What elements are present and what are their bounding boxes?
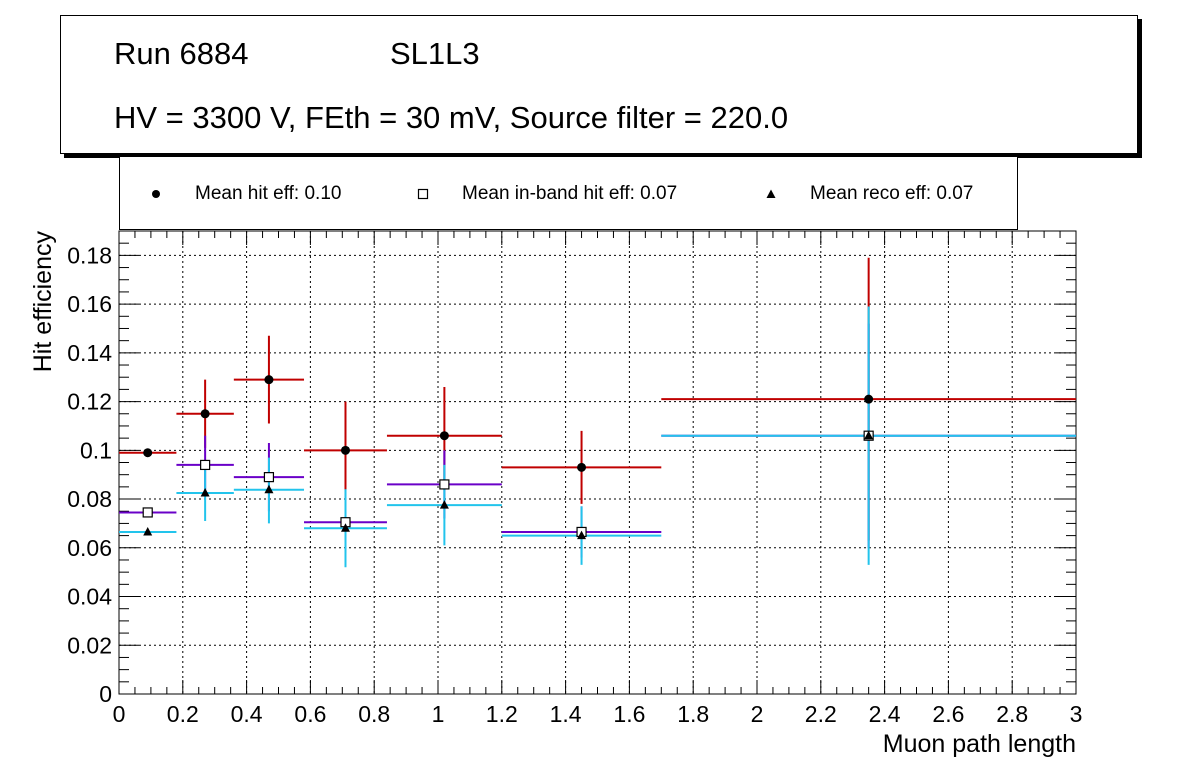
x-tick-label: 2.2 [805,701,837,727]
data-point-triangle [143,526,153,536]
legend-label-inband-eff: Mean in-band hit eff: 0.07 [462,183,678,204]
data-point-circle [340,445,350,455]
plot-frame [118,230,1077,695]
data-point-circle [264,375,274,385]
data-point-triangle [577,530,587,540]
data-point-circle [864,394,874,404]
x-tick-label: 0.6 [294,701,326,727]
data-point-square [142,507,153,518]
data-point-square [439,479,450,490]
x-tick-label: 2.4 [869,701,901,727]
x-tick-label: 2 [751,701,764,727]
y-tick-label: 0.14 [67,340,112,366]
x-tick-label: 0.4 [231,701,263,727]
data-series [119,257,1076,568]
data-point-circle [439,431,449,441]
series-triangle [119,306,1076,568]
conditions-label: HV = 3300 V, FEth = 30 mV, Source filter… [114,100,789,135]
data-point-triangle [864,430,874,440]
x-tick-label: 1.8 [677,701,709,727]
data-point-circle [200,409,210,419]
legend-label-hit-eff: Mean hit eff: 0.10 [195,183,342,204]
run-label: Run 6884 [114,36,249,71]
x-tick-label: 2.6 [932,701,964,727]
y-tick-label: 0.18 [67,242,112,268]
grid-lines [119,231,1076,694]
layer-label: SL1L3 [390,36,480,71]
data-point-triangle [200,487,210,497]
legend-label-reco-eff: Mean reco eff: 0.07 [810,183,974,204]
data-point-triangle [340,523,350,532]
x-tick-label: 1 [432,701,445,727]
y-tick-label: 0 [99,681,112,707]
y-tick-label: 0.02 [67,632,112,658]
data-point-circle [577,462,587,472]
x-tick-label: 0 [113,701,126,727]
legend: Mean hit eff: 0.10 Mean in-band hit eff:… [119,157,1018,230]
x-tick-label: 1.6 [613,701,645,727]
y-axis-label: Hit efficiency [29,231,57,373]
data-point-circle [143,448,153,458]
x-tick-label: 1.4 [550,701,582,727]
series-circle [119,257,1076,541]
data-point-triangle [264,484,274,494]
x-tick-label: 1.2 [486,701,518,727]
y-tick-label: 0.04 [67,584,112,610]
x-tick-label: 3 [1070,701,1083,727]
title-box: Run 6884 SL1L3 HV = 3300 V, FEth = 30 mV… [60,15,1138,154]
filled-triangle-marker-icon [766,189,776,198]
y-tick-label: 0.1 [80,437,112,463]
x-tick-label: 0.8 [358,701,390,727]
x-tick-label: 0.2 [167,701,199,727]
filled-circle-marker-icon [152,190,160,198]
data-point-square [263,472,275,483]
data-point-triangle [439,500,449,509]
axis-ticks: 0 0.2 0.4 0.6 0.8 1 1.2 1.4 1.6 1.8 2 2.2 2.4 2.6 2.8 3… [67,231,1082,727]
y-tick-label: 0.16 [67,291,112,317]
open-square-marker-icon [417,188,429,200]
y-tick-label: 0.06 [67,535,112,561]
series-open-square [119,323,1076,558]
data-point-square [200,459,211,471]
x-axis-label: Muon path length [883,730,1076,758]
y-tick-label: 0.08 [67,486,112,512]
x-tick-label: 2.8 [996,701,1028,727]
y-tick-label: 0.12 [67,389,112,415]
